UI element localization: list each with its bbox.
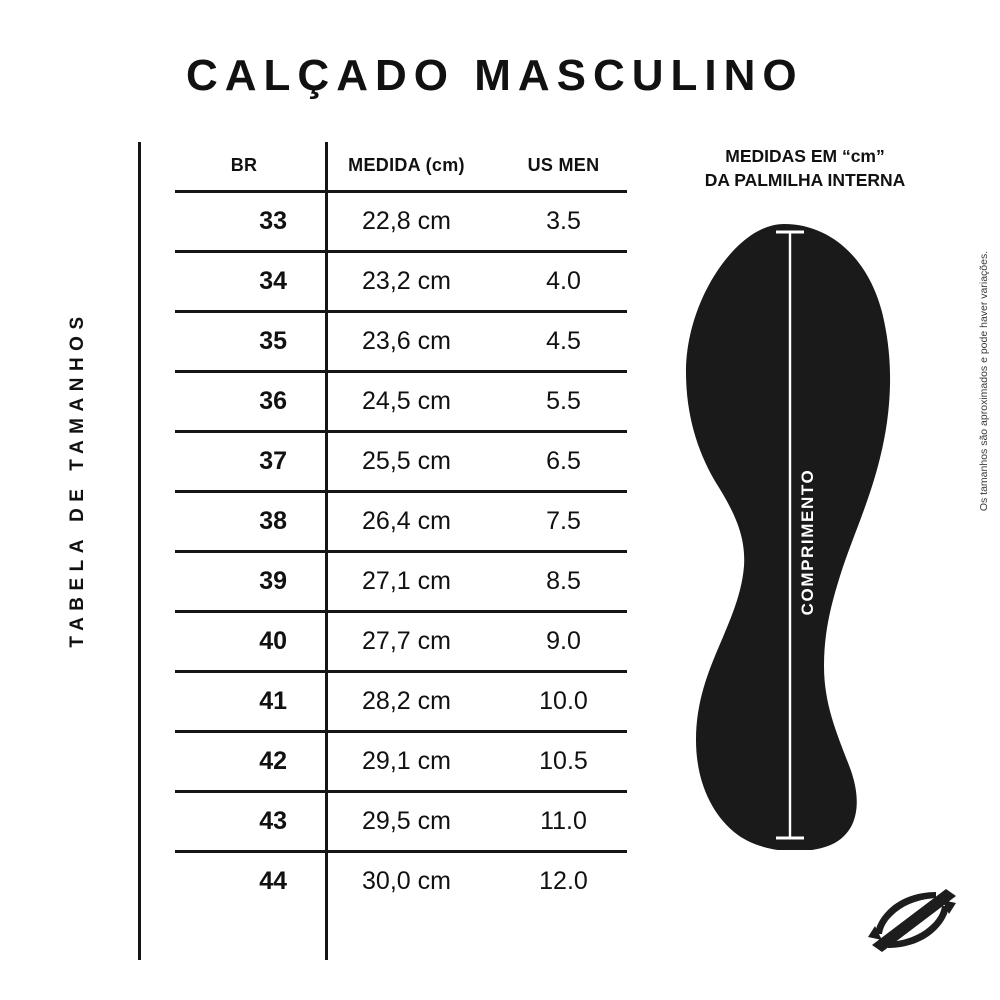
table-column-divider-2 bbox=[325, 142, 328, 960]
cell-us-men: 11.0 bbox=[540, 807, 587, 835]
cell-medida: 23,2 cm bbox=[362, 267, 451, 295]
side-caption-tabela-de-tamanhos: TABELA DE TAMANHOS bbox=[67, 310, 88, 648]
table-row: 39 27,1 cm 8.5 bbox=[175, 550, 627, 610]
logo-upper-arrowhead bbox=[868, 926, 882, 940]
disclaimer-text: Os tamanhos são aproximados e pode haver… bbox=[978, 250, 990, 512]
cell-medida: 30,0 cm bbox=[362, 867, 451, 895]
cell-us-men: 6.5 bbox=[546, 447, 581, 475]
cell-medida: 24,5 cm bbox=[362, 387, 451, 415]
cell-us-men: 10.0 bbox=[539, 687, 588, 715]
column-header-br: BR bbox=[230, 154, 258, 175]
cell-br: 42 bbox=[259, 747, 287, 775]
cell-us-men: 4.0 bbox=[546, 267, 581, 295]
logo-lower-arc bbox=[888, 906, 949, 948]
table-row: 33 22,8 cm 3.5 bbox=[175, 190, 627, 250]
table-row: 42 29,1 cm 10.5 bbox=[175, 730, 627, 790]
table-column-divider-1 bbox=[138, 142, 141, 960]
table-row: 37 25,5 cm 6.5 bbox=[175, 430, 627, 490]
table-row: 40 27,7 cm 9.0 bbox=[175, 610, 627, 670]
cell-us-men: 8.5 bbox=[546, 567, 581, 595]
cell-us-men: 10.5 bbox=[539, 747, 588, 775]
cell-medida: 29,1 cm bbox=[362, 747, 451, 775]
logo-diagonal-bar bbox=[872, 889, 956, 952]
cell-medida: 26,4 cm bbox=[362, 507, 451, 535]
cell-medida: 22,8 cm bbox=[362, 207, 451, 235]
cell-br: 35 bbox=[259, 327, 287, 355]
cell-br: 33 bbox=[259, 207, 287, 235]
column-header-medida: MEDIDA (cm) bbox=[348, 154, 465, 175]
cell-br: 39 bbox=[259, 567, 287, 595]
cell-br: 41 bbox=[259, 687, 287, 715]
table-header-row: BR MEDIDA (cm) US MEN bbox=[175, 140, 627, 190]
table-row: 41 28,2 cm 10.0 bbox=[175, 670, 627, 730]
table-row: 35 23,6 cm 4.5 bbox=[175, 310, 627, 370]
cell-us-men: 5.5 bbox=[546, 387, 581, 415]
insole-shape bbox=[686, 224, 891, 850]
cell-medida: 23,6 cm bbox=[362, 327, 451, 355]
column-header-us-men: US MEN bbox=[527, 154, 600, 175]
logo-upper-arc bbox=[875, 892, 936, 934]
table-row: 36 24,5 cm 5.5 bbox=[175, 370, 627, 430]
cell-br: 38 bbox=[259, 507, 287, 535]
page-title: CALÇADO MASCULINO bbox=[186, 51, 804, 100]
cell-medida: 27,1 cm bbox=[362, 567, 451, 595]
brand-logo bbox=[862, 880, 962, 960]
cell-medida: 25,5 cm bbox=[362, 447, 451, 475]
cell-br: 40 bbox=[259, 627, 287, 655]
insole-caption: MEDIDAS EM “cm” DA PALMILHA INTERNA bbox=[660, 145, 950, 192]
table-row: 34 23,2 cm 4.0 bbox=[175, 250, 627, 310]
table-row: 43 29,5 cm 11.0 bbox=[175, 790, 627, 850]
table-row: 38 26,4 cm 7.5 bbox=[175, 490, 627, 550]
insole-illustration bbox=[672, 220, 902, 850]
cell-us-men: 3.5 bbox=[546, 207, 581, 235]
cell-medida: 27,7 cm bbox=[362, 627, 451, 655]
cell-br: 43 bbox=[259, 807, 287, 835]
cell-br: 37 bbox=[259, 447, 287, 475]
cell-br: 44 bbox=[259, 867, 287, 895]
table-row: 44 30,0 cm 12.0 bbox=[175, 850, 627, 910]
size-table: BR MEDIDA (cm) US MEN 33 22,8 cm 3.5 34 … bbox=[175, 140, 627, 910]
cell-medida: 28,2 cm bbox=[362, 687, 451, 715]
cell-br: 34 bbox=[259, 267, 287, 295]
cell-us-men: 7.5 bbox=[546, 507, 581, 535]
insole-caption-line-1: MEDIDAS EM “cm” bbox=[725, 146, 885, 166]
insole-caption-line-2: DA PALMILHA INTERNA bbox=[704, 169, 906, 190]
cell-us-men: 12.0 bbox=[539, 867, 588, 895]
cell-us-men: 9.0 bbox=[546, 627, 581, 655]
cell-medida: 29,5 cm bbox=[362, 807, 451, 835]
cell-us-men: 4.5 bbox=[546, 327, 581, 355]
cell-br: 36 bbox=[259, 387, 287, 415]
